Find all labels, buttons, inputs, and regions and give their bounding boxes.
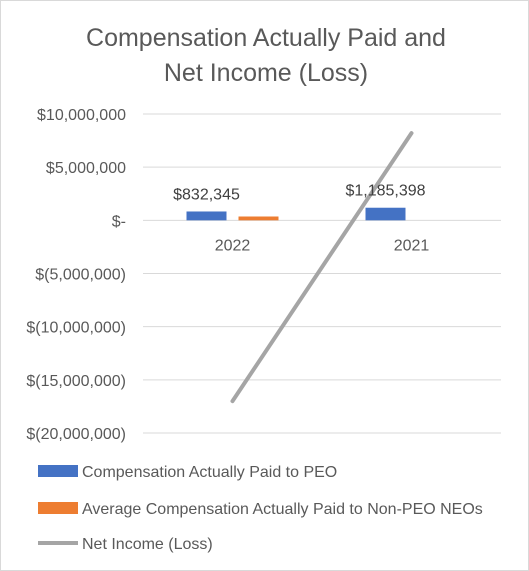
data-label: $832,345 xyxy=(173,186,240,203)
legend-swatch xyxy=(38,502,78,514)
legend: Compensation Actually Paid to PEO Average… xyxy=(38,464,483,553)
legend-label: Average Compensation Actually Paid to No… xyxy=(82,501,483,518)
bars xyxy=(186,207,406,221)
data-labels: $832,345 $1,185,398 xyxy=(173,183,426,204)
y-tick-label: $(10,000,000) xyxy=(26,320,126,337)
y-axis-tick-labels: $10,000,000 $5,000,000 $- $(5,000,000) $(10,… xyxy=(26,107,126,443)
chart-title-line-2: Net Income (Loss) xyxy=(164,59,368,87)
x-axis-category-labels: 2022 2021 xyxy=(215,237,430,254)
y-tick-label: $10,000,000 xyxy=(37,107,126,124)
net-income-line-path xyxy=(230,131,414,404)
chart-title-line-1: Compensation Actually Paid and xyxy=(86,24,446,52)
y-tick-label: $(5,000,000) xyxy=(35,267,126,284)
legend-swatch xyxy=(38,465,78,477)
y-tick-label: $5,000,000 xyxy=(46,160,126,177)
legend-label: Net Income (Loss) xyxy=(82,536,213,553)
gridlines xyxy=(143,113,501,434)
x-category-label: 2022 xyxy=(215,237,251,254)
bar-2022-non-peo xyxy=(238,216,279,221)
bar-2021-peo xyxy=(365,207,406,221)
x-category-label: 2021 xyxy=(394,237,430,254)
data-label: $1,185,398 xyxy=(345,183,425,200)
bar-2022-peo xyxy=(186,211,227,221)
net-income-line xyxy=(230,131,414,404)
legend-label: Compensation Actually Paid to PEO xyxy=(82,464,337,481)
y-tick-label: $- xyxy=(112,213,126,230)
y-tick-label: $(15,000,000) xyxy=(26,373,126,390)
y-tick-label: $(20,000,000) xyxy=(26,426,126,443)
